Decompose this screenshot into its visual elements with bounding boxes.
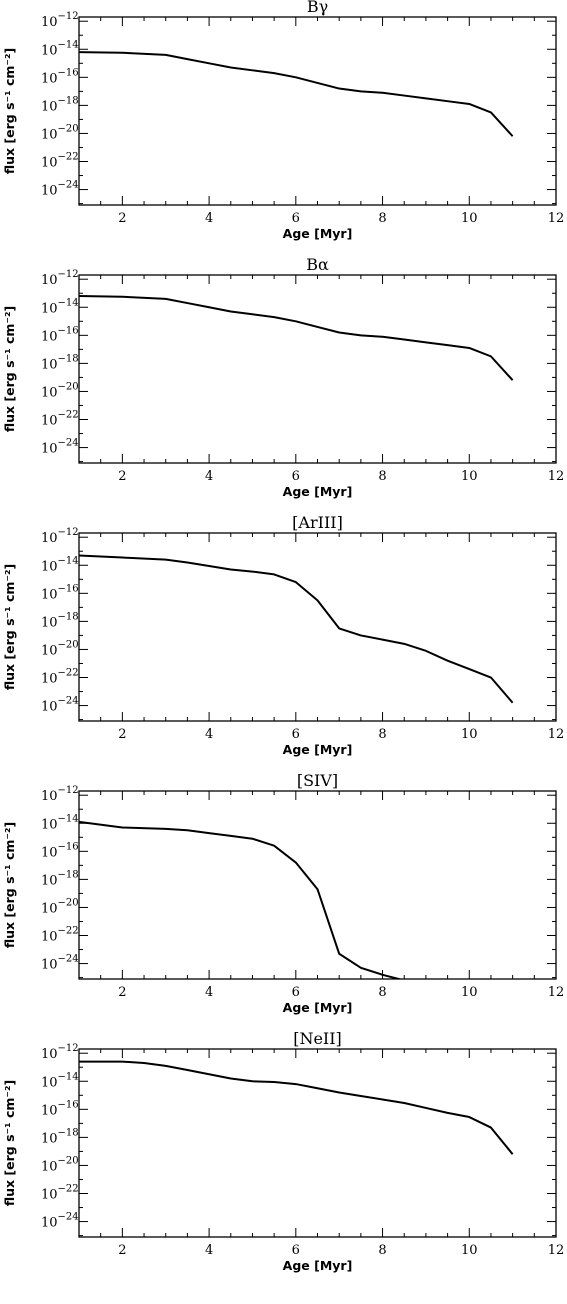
series-line-1 [79, 820, 403, 979]
plot-frame [78, 790, 557, 980]
y-tick-label: 10−14 [41, 39, 79, 58]
panel-3: [ArIII] 2 4 6 8 10 12 10−24 10−22 10−20 10−18 10−16… [2, 513, 564, 757]
x-tick-label: 8 [378, 727, 386, 742]
y-tick-label: 10−24 [41, 438, 79, 457]
y-tick-label: 10−18 [41, 1127, 79, 1146]
y-tick-label: 10−24 [41, 954, 79, 973]
x-tick-label: 2 [118, 211, 126, 226]
x-tick-label: 8 [378, 211, 386, 226]
y-tick-label: 10−12 [41, 785, 79, 804]
plot-frame [78, 16, 557, 206]
y-tick-label: 10−24 [41, 180, 79, 199]
y-tick-label: 10−18 [41, 95, 79, 114]
x-tick-label: 12 [548, 727, 565, 742]
y-tick-label: 10−14 [41, 1071, 79, 1090]
panel-title: Bα [306, 255, 329, 274]
x-tick-label: 8 [378, 985, 386, 1000]
x-tick-label: 10 [461, 211, 478, 226]
y-axis-title: flux [erg s⁻¹ cm⁻²] [2, 1080, 17, 1206]
x-tick-label: 10 [461, 469, 478, 484]
x-axis-title: Age [Myr] [283, 742, 353, 757]
y-tick-label: 10−16 [41, 67, 79, 86]
y-axis-title: flux [erg s⁻¹ cm⁻²] [2, 306, 17, 432]
y-tick-label: 10−16 [41, 1099, 79, 1118]
plot-frame [78, 532, 557, 722]
x-tick-label: 2 [118, 469, 126, 484]
x-axis-title: Age [Myr] [283, 1258, 353, 1273]
panel-2: Bα 2 4 6 8 10 12 10−24 10−22 10−20 10−18 10−16 10−14… [2, 255, 564, 499]
x-tick-label: 6 [292, 985, 300, 1000]
y-tick-label: 10−20 [41, 381, 79, 400]
series-line-1 [79, 51, 514, 137]
y-tick-label: 10−12 [41, 527, 79, 546]
y-tick-label: 10−18 [41, 869, 79, 888]
x-tick-label: 12 [548, 1243, 565, 1258]
panel-5: [NeII] 2 4 6 8 10 12 10−24 10−22 10−20 10−18 10−16 1… [2, 1029, 564, 1273]
x-tick-label: 8 [378, 469, 386, 484]
x-tick-label: 4 [205, 211, 213, 226]
x-axis-title: Age [Myr] [283, 1000, 353, 1015]
y-tick-label: 10−22 [41, 1184, 79, 1203]
y-axis-title: flux [erg s⁻¹ cm⁻²] [2, 822, 17, 948]
y-axis-title: flux [erg s⁻¹ cm⁻²] [2, 564, 17, 690]
panel-4: [SIV] 2 4 6 8 10 12 10−24 10−22 10−20 10−18 10−16 10… [2, 771, 565, 1015]
series-line-1 [79, 554, 514, 704]
y-tick-label: 10−24 [41, 696, 79, 715]
y-tick-label: 10−16 [41, 325, 79, 344]
y-tick-label: 10−22 [41, 410, 79, 429]
y-tick-label: 10−22 [41, 152, 79, 171]
series-line-1 [79, 1060, 514, 1155]
panel-title: [ArIII] [292, 513, 343, 532]
y-tick-label: 10−12 [41, 269, 79, 288]
y-tick-label: 10−12 [41, 1043, 79, 1062]
x-tick-label: 12 [548, 469, 565, 484]
y-tick-label: 10−20 [41, 639, 79, 658]
x-axis-title: Age [Myr] [283, 226, 353, 241]
panel-title: [NeII] [293, 1029, 342, 1048]
panel-title: Bγ [307, 0, 328, 16]
x-tick-label: 2 [118, 727, 126, 742]
x-tick-label: 2 [118, 985, 126, 1000]
x-tick-label: 4 [205, 469, 213, 484]
x-tick-label: 4 [205, 1243, 213, 1258]
y-tick-label: 10−22 [41, 926, 79, 945]
y-tick-label: 10−16 [41, 583, 79, 602]
plot-frame [78, 274, 557, 464]
y-tick-label: 10−18 [41, 353, 79, 372]
y-axis-title: flux [erg s⁻¹ cm⁻²] [2, 48, 17, 174]
plot-frame [78, 1048, 557, 1238]
x-tick-label: 2 [118, 1243, 126, 1258]
y-tick-label: 10−14 [41, 813, 79, 832]
y-tick-label: 10−22 [41, 668, 79, 687]
y-tick-label: 10−24 [41, 1212, 79, 1231]
x-tick-label: 4 [205, 985, 213, 1000]
y-tick-label: 10−14 [41, 555, 79, 574]
x-tick-label: 12 [548, 985, 565, 1000]
x-tick-label: 6 [292, 211, 300, 226]
x-tick-label: 12 [548, 211, 565, 226]
x-tick-label: 8 [378, 1243, 386, 1258]
series-line-1 [79, 295, 514, 381]
y-tick-label: 10−18 [41, 611, 79, 630]
y-tick-label: 10−14 [41, 297, 79, 316]
x-tick-label: 6 [292, 1243, 300, 1258]
y-tick-label: 10−16 [41, 841, 79, 860]
x-tick-label: 10 [461, 985, 478, 1000]
y-tick-label: 10−12 [41, 11, 79, 30]
x-tick-label: 10 [461, 727, 478, 742]
x-tick-label: 4 [205, 727, 213, 742]
panel-title: [SIV] [297, 771, 338, 790]
panel-1: Bγ 2 4 6 8 10 12 10−24 10−22 10−20 10−18 10−16 10−14… [2, 0, 564, 241]
x-tick-label: 6 [292, 469, 300, 484]
y-tick-label: 10−20 [41, 897, 79, 916]
x-tick-label: 6 [292, 727, 300, 742]
y-tick-label: 10−20 [41, 1155, 79, 1174]
x-tick-label: 10 [461, 1243, 478, 1258]
x-axis-title: Age [Myr] [283, 484, 353, 499]
y-tick-label: 10−20 [41, 123, 79, 142]
